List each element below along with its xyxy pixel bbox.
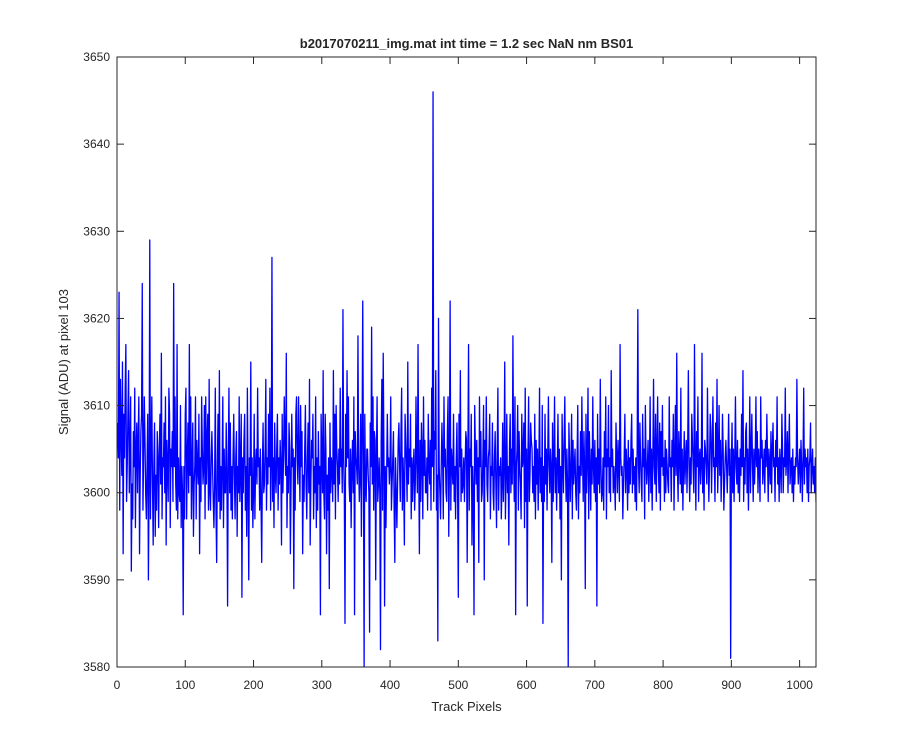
x-tick-label: 600: [517, 678, 537, 692]
axes-box: [116, 56, 817, 668]
y-tick-label: 3610: [83, 399, 110, 413]
y-tick-label: 3580: [83, 660, 110, 674]
y-tick-label: 3620: [83, 311, 110, 325]
x-tick-label: 400: [380, 678, 400, 692]
y-axis-title: Signal (ADU) at pixel 103: [56, 289, 71, 435]
series-line-1: [117, 91, 816, 667]
x-tick-label: 900: [721, 678, 741, 692]
axes-layer: 0 100 200 300 400 500 600 700 800 900 1000 3580 3590…: [83, 50, 817, 692]
y-tick-label: 3590: [83, 573, 110, 587]
x-tick-label: 300: [312, 678, 332, 692]
y-tick-label: 3640: [83, 137, 110, 151]
x-tick-label: 1000: [786, 678, 813, 692]
x-tick-label: 200: [244, 678, 264, 692]
x-tick-label: 0: [114, 678, 121, 692]
x-tick-label: 500: [448, 678, 468, 692]
x-tick-label: 800: [653, 678, 673, 692]
series-layer: [117, 91, 816, 667]
plot-area: [117, 57, 816, 667]
y-tick-label: 3600: [83, 486, 110, 500]
y-tick-label: 3650: [83, 50, 110, 64]
x-tick-label: 100: [175, 678, 195, 692]
x-tick-label: 700: [585, 678, 605, 692]
y-tick-label: 3630: [83, 224, 110, 238]
x-axis-title: Track Pixels: [431, 699, 502, 714]
chart-title: b2017070211_img.mat int time = 1.2 sec N…: [300, 36, 633, 51]
